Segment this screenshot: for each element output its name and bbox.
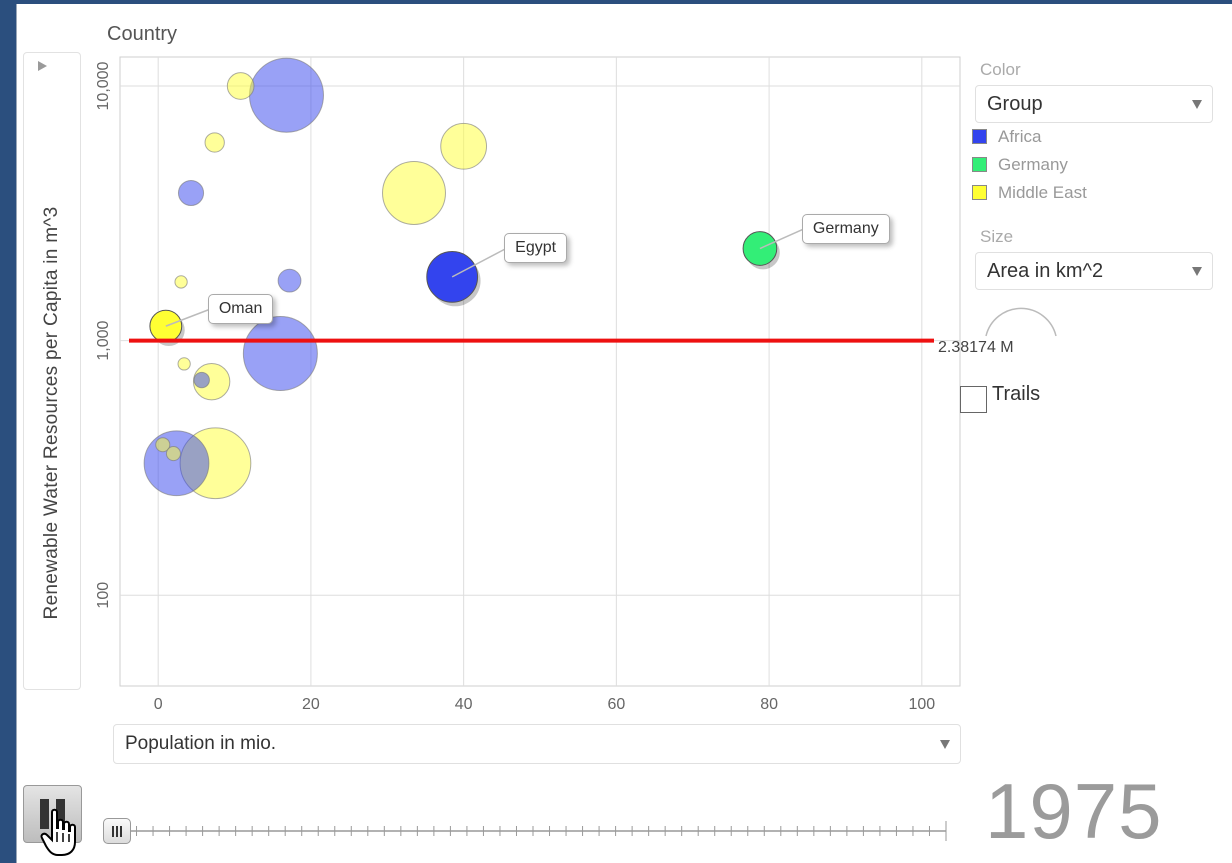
year-display: 1975 bbox=[985, 767, 1163, 855]
color-select-value: Group bbox=[987, 93, 1043, 115]
bubble-middle-east bbox=[382, 161, 446, 225]
x-tick-label: 40 bbox=[455, 696, 473, 713]
legend-swatch bbox=[972, 157, 987, 172]
x-tick-label: 100 bbox=[908, 696, 935, 713]
size-heading: Size bbox=[980, 227, 1014, 246]
color-heading: Color bbox=[980, 60, 1021, 79]
bubble-middle-east bbox=[155, 437, 171, 453]
x-tick-label: 0 bbox=[154, 696, 163, 713]
y-tick-label: 100 bbox=[95, 582, 112, 609]
pause-icon bbox=[40, 799, 49, 829]
hand-cursor-icon bbox=[40, 808, 76, 856]
bubble-africa bbox=[277, 268, 302, 293]
legend-label: Middle East bbox=[998, 183, 1087, 202]
bubble-middle-east bbox=[177, 357, 191, 371]
bubble-label-leader bbox=[165, 307, 214, 327]
bubble-label-germany[interactable]: Germany bbox=[801, 213, 890, 244]
legend-swatch bbox=[972, 129, 987, 144]
size-scale-icon bbox=[985, 307, 1057, 337]
chevron-down-icon bbox=[940, 740, 950, 749]
bubble-label-oman[interactable]: Oman bbox=[207, 294, 274, 325]
expand-arrow-icon[interactable] bbox=[38, 61, 47, 71]
y-axis-selector[interactable]: Renewable Water Resources per Capita in … bbox=[23, 52, 81, 690]
size-select[interactable]: Area in km^2 bbox=[975, 252, 1213, 290]
x-tick-label: 60 bbox=[607, 696, 625, 713]
size-max-value: 2.38174 M bbox=[938, 339, 1014, 356]
bubble-middle-east bbox=[165, 446, 181, 462]
trails-checkbox[interactable] bbox=[960, 386, 987, 413]
color-select[interactable]: Group bbox=[975, 85, 1213, 123]
x-tick-label: 20 bbox=[302, 696, 320, 713]
x-tick-label: 80 bbox=[760, 696, 778, 713]
bubble-middle-east bbox=[174, 275, 188, 289]
bubble-middle-east bbox=[440, 122, 488, 170]
bubble-label-egypt[interactable]: Egypt bbox=[504, 232, 568, 263]
x-axis-select-value: Population in mio. bbox=[125, 733, 277, 754]
bubble-label-leader bbox=[759, 226, 808, 250]
bubble-label-leader bbox=[451, 246, 510, 278]
chevron-down-icon bbox=[1192, 100, 1202, 109]
country-label: Country bbox=[107, 23, 178, 45]
legend-label: Africa bbox=[998, 127, 1042, 146]
chevron-down-icon bbox=[1192, 267, 1202, 276]
y-tick-label: 10,000 bbox=[95, 61, 112, 110]
bubble-africa bbox=[242, 316, 318, 392]
y-tick-label: 1,000 bbox=[95, 320, 112, 360]
bubble-middle-east bbox=[204, 132, 225, 153]
slider-handle[interactable] bbox=[103, 818, 131, 844]
bubble-africa bbox=[177, 179, 205, 207]
bubble-middle-east bbox=[226, 72, 255, 100]
legend-swatch bbox=[972, 185, 987, 200]
size-select-value: Area in km^2 bbox=[987, 260, 1104, 282]
x-axis-select[interactable]: Population in mio. bbox=[113, 724, 961, 764]
bubble-germany bbox=[742, 231, 778, 266]
legend-label: Germany bbox=[998, 155, 1068, 174]
bubble-africa bbox=[193, 371, 210, 389]
trails-label[interactable]: Trails bbox=[992, 383, 1041, 405]
